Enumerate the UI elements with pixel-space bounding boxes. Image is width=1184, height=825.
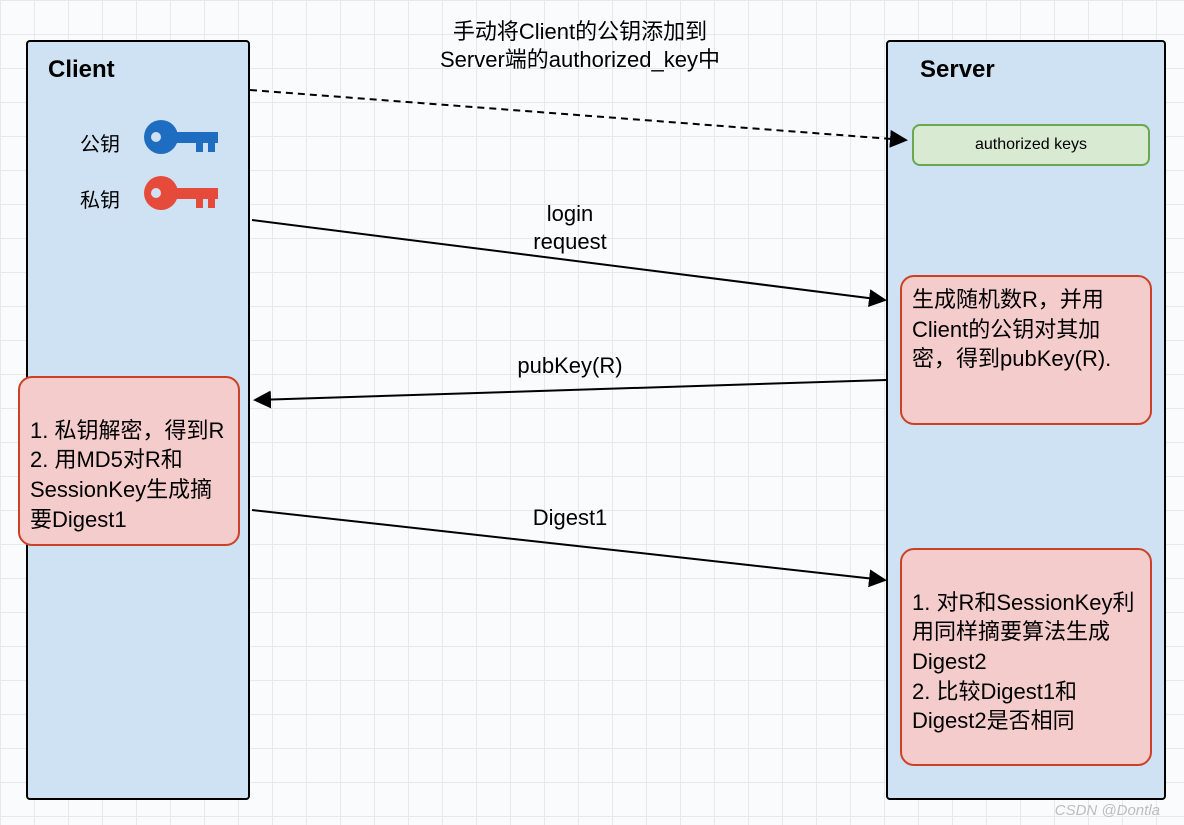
label-pubkeyr: pubKey(R) [480, 352, 660, 380]
client-title: Client [48, 56, 115, 84]
label-add-key-line2: Server端的authorized_key中 [440, 47, 720, 72]
note-server-gen-r: 生成随机数R，并用Client的公钥对其加密，得到pubKey(R). [900, 275, 1152, 425]
privkey-icon [138, 168, 228, 218]
server-title: Server [920, 56, 995, 84]
note-server-verify: 1. 对R和SessionKey利用同样摘要算法生成Digest2 2. 比较D… [900, 548, 1152, 766]
watermark: CSDN @Dontla [1055, 802, 1160, 819]
authorized-keys-label: authorized keys [975, 136, 1087, 154]
label-login: login request [500, 200, 640, 255]
label-add-key-line1: 手动将Client的公钥添加到 [453, 19, 707, 44]
label-login-line1: login [547, 201, 593, 226]
label-add-key: 手动将Client的公钥添加到 Server端的authorized_key中 [360, 18, 800, 73]
label-digest1: Digest1 [500, 504, 640, 532]
note-client-decrypt-text: 1. 私钥解密，得到R 2. 用MD5对R和SessionKey生成摘要Dige… [30, 418, 224, 532]
authorized-keys-box: authorized keys [912, 124, 1150, 166]
note-server-gen-r-text: 生成随机数R，并用Client的公钥对其加密，得到pubKey(R). [912, 287, 1111, 371]
privkey-label: 私钥 [80, 184, 120, 213]
note-client-decrypt: 1. 私钥解密，得到R 2. 用MD5对R和SessionKey生成摘要Dige… [18, 376, 240, 546]
pubkey-label: 公钥 [80, 128, 120, 157]
note-server-verify-text: 1. 对R和SessionKey利用同样摘要算法生成Digest2 2. 比较D… [912, 590, 1135, 734]
label-login-line2: request [533, 229, 606, 254]
pubkey-icon [138, 112, 228, 162]
